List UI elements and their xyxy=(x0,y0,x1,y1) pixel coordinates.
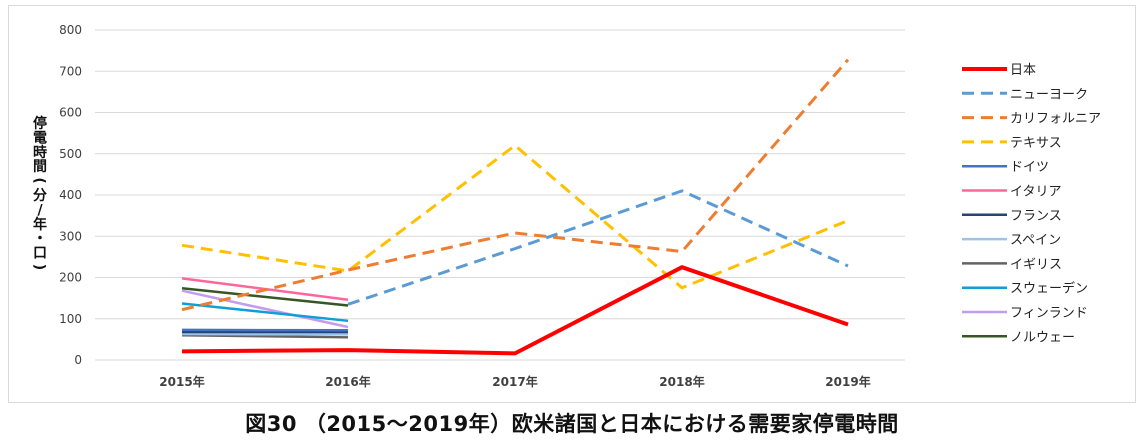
figure-caption: 図30 （2015～2019年）欧米諸国と日本における需要家停電時間 xyxy=(245,412,899,436)
y-tick-label: 500 xyxy=(59,147,82,161)
legend-label: 日本 xyxy=(1010,63,1036,78)
x-tick-label: 2015年 xyxy=(159,374,204,389)
legend-label: ノルウェー xyxy=(1010,330,1075,345)
series-line xyxy=(347,189,849,306)
y-axis-label-char: 分 xyxy=(33,188,47,204)
series-line xyxy=(181,58,850,312)
series-line xyxy=(181,334,349,339)
y-tick-label: 600 xyxy=(59,106,82,120)
series-lines xyxy=(181,58,850,356)
legend-label: イギリス xyxy=(1010,257,1062,272)
legend-label: イタリア xyxy=(1010,185,1061,200)
legend-label: フィンランド xyxy=(1010,306,1088,321)
y-axis-label-char: 口 xyxy=(33,246,47,262)
legend-label: スウェーデン xyxy=(1010,281,1088,297)
y-tick-label: 100 xyxy=(59,312,82,326)
x-tick-label: 2019年 xyxy=(825,374,870,389)
series-line xyxy=(181,286,349,307)
y-axis-label-char: 年 xyxy=(33,216,47,233)
series-line xyxy=(181,265,849,356)
x-tick-label: 2017年 xyxy=(492,374,537,389)
y-axis-label-char: ) xyxy=(31,264,47,270)
y-axis-label-char: ( xyxy=(31,177,47,183)
y-axis-label-char: 時 xyxy=(33,144,47,161)
y-tick-label: 400 xyxy=(59,188,82,202)
legend-label: ニューヨーク xyxy=(1010,87,1088,102)
legend: 日本ニューヨークカリフォルニアテキサスドイツイタリアフランススペインイギリススウ… xyxy=(962,63,1101,345)
series-line xyxy=(181,302,349,323)
legend-label: スペイン xyxy=(1010,233,1061,248)
y-axis-label: 停電時間 ( 分/年・口) xyxy=(31,115,47,270)
line-chart: 0 100 200 300 400 500 600 700 800 2015年 2016年 2017… xyxy=(31,23,1101,389)
y-axis-label-char: 停 xyxy=(33,115,47,132)
y-tick-labels: 0 100 200 300 400 500 600 700 800 xyxy=(59,23,82,367)
y-tick-label: 0 xyxy=(74,353,82,367)
x-tick-label: 2018年 xyxy=(659,374,704,389)
y-tick-label: 300 xyxy=(59,229,82,243)
x-tick-label: 2016年 xyxy=(325,374,370,389)
y-axis-label-char: 間 xyxy=(33,159,47,175)
y-tick-label: 700 xyxy=(59,64,82,78)
gridlines xyxy=(95,29,905,361)
y-tick-label: 800 xyxy=(59,23,82,37)
y-axis-label-char: 電 xyxy=(33,129,47,146)
y-tick-label: 200 xyxy=(59,271,82,285)
y-axis-label-char: / xyxy=(37,202,43,218)
x-tick-labels: 2015年 2016年 2017年 2018年 2019年 xyxy=(159,374,870,389)
legend-label: カリフォルニア xyxy=(1010,112,1101,127)
series-line xyxy=(181,289,349,329)
legend-label: フランス xyxy=(1010,209,1062,224)
y-axis-label-char: ・ xyxy=(33,231,47,247)
legend-label: テキサス xyxy=(1010,136,1062,151)
legend-label: ドイツ xyxy=(1010,160,1049,175)
series-line xyxy=(181,144,849,290)
